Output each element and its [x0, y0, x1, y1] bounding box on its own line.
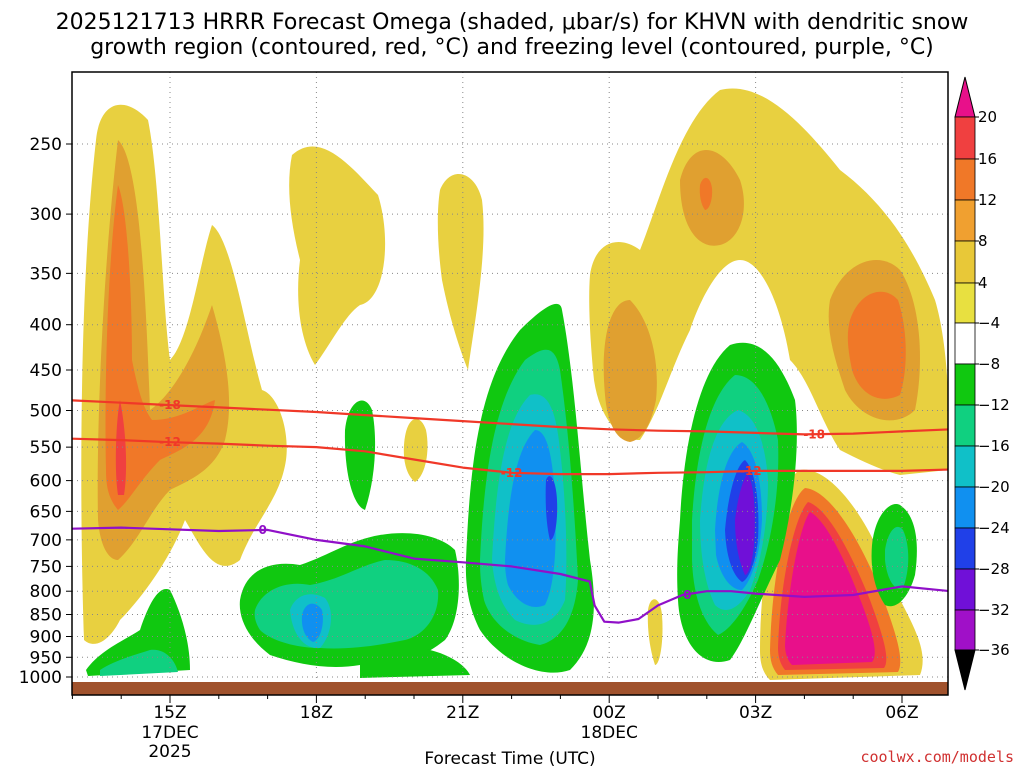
- x-axis-label: Forecast Time (UTC): [424, 749, 595, 768]
- y-tick-label: 800: [30, 582, 62, 602]
- colorbar-label: −4: [978, 314, 1000, 332]
- y-tick-label: 700: [30, 531, 62, 551]
- colorbar-segment: [954, 486, 976, 529]
- contour-label: -18: [159, 398, 181, 412]
- omega-positive-region-5-core: [680, 150, 744, 246]
- colorbar-segment: [954, 282, 976, 324]
- y-tick-label: 900: [30, 627, 62, 647]
- colorbar-segment: [954, 568, 976, 611]
- colorbar-segment: [954, 445, 976, 488]
- y-tick-label: 550: [30, 438, 62, 458]
- y-tick-label: 500: [30, 402, 62, 422]
- omega-negative-region-3-blue: [301, 603, 323, 642]
- contour-line: [72, 399, 948, 436]
- colorbar-label: −32: [978, 601, 1010, 619]
- omega-negative-region-7: [360, 648, 470, 678]
- ground-surface: [72, 682, 948, 695]
- colorbar-top-arrow: [954, 76, 976, 118]
- colorbar-label: −28: [978, 560, 1010, 578]
- omega-shading: [81, 88, 948, 680]
- colorbar-label: 16: [978, 150, 997, 168]
- y-axis: 2503003504004505005506006507007508008509…: [19, 135, 72, 688]
- colorbar-label: −24: [978, 519, 1010, 537]
- y-tick-label: 850: [30, 606, 62, 626]
- omega-positive-region-1-inner: [105, 185, 215, 510]
- colorbar-label: 4: [978, 274, 988, 292]
- colorbar-label: 12: [978, 191, 997, 209]
- y-tick-label: 650: [30, 502, 62, 522]
- freezing-level-contour: 00: [72, 523, 948, 624]
- colorbar-label: 20: [978, 108, 997, 126]
- omega-positive-region-4-core: [603, 300, 657, 442]
- omega-positive-region-7: [647, 599, 663, 665]
- chart-title-line-2: growth region (contoured, red, °C) and f…: [90, 35, 934, 60]
- colorbar-label: 8: [978, 232, 988, 250]
- x-tick-year: 2025: [148, 742, 191, 762]
- omega-negative-region-2-core: [735, 475, 755, 575]
- contour-label: 0: [259, 523, 267, 537]
- omega-negative-region-5: [403, 418, 428, 482]
- colorbar-label: −36: [978, 641, 1010, 659]
- omega-negative-region-6-teal: [100, 649, 178, 676]
- x-tick-label: 15Z: [153, 703, 186, 723]
- x-tick-label: 03Z: [739, 703, 772, 723]
- colorbar-segment: [954, 609, 976, 651]
- y-tick-label: 750: [30, 557, 62, 577]
- colorbar-segment: [954, 158, 976, 201]
- colorbar-segment: [954, 322, 976, 365]
- contour-line: [72, 526, 948, 624]
- y-tick-label: 1000: [19, 668, 62, 688]
- omega-positive-region-1-max: [115, 400, 127, 495]
- contour-label: -12: [740, 464, 762, 478]
- y-gridlines: [72, 143, 948, 678]
- colorbar-label: −20: [978, 478, 1010, 496]
- contour-label: -12: [159, 435, 181, 449]
- x-tick-date: 17DEC: [141, 723, 198, 743]
- omega-positive-region-2: [289, 146, 386, 365]
- dgz-contours: -18 -18 -12 -12 -12: [72, 398, 948, 480]
- omega-positive-region-5-inner: [699, 177, 713, 210]
- y-tick-label: 300: [30, 205, 62, 225]
- y-tick-label: 950: [30, 648, 62, 668]
- omega-positive-region-6-inner: [847, 291, 906, 399]
- y-tick-label: 400: [30, 316, 62, 336]
- omega-negative-region-4: [344, 400, 376, 510]
- colorbar-segment: [954, 199, 976, 242]
- omega-positive-region-8-max: [785, 512, 875, 665]
- colorbar-bottom-arrow: [954, 649, 976, 691]
- colorbar-segment: [954, 527, 976, 570]
- contour-line: [72, 437, 948, 476]
- plot-frame: [71, 71, 949, 696]
- x-tick-label: 21Z: [446, 703, 479, 723]
- omega-positive-region-3: [437, 173, 484, 370]
- contour-label: -12: [501, 466, 523, 480]
- x-tick-date: 18DEC: [581, 723, 638, 743]
- colorbar-segment: [954, 363, 976, 406]
- chart-title-line-1: 2025121713 HRRR Forecast Omega (shaded, …: [56, 10, 969, 35]
- y-tick-label: 350: [30, 264, 62, 284]
- colorbar-label: −8: [978, 355, 1000, 373]
- colorbar-label: −12: [978, 396, 1010, 414]
- contour-label: 0: [683, 588, 691, 602]
- omega-negative-region-1-core: [545, 476, 558, 540]
- colorbar: 20 16 12 8 4 −4 −8 −12 −16 −20 −24 −28 −32 −36: [954, 76, 1010, 691]
- y-tick-label: 250: [30, 135, 62, 155]
- colorbar-label: −16: [978, 437, 1010, 455]
- y-tick-label: 600: [30, 472, 62, 492]
- contour-label: -18: [803, 427, 825, 441]
- x-tick-label: 18Z: [300, 703, 333, 723]
- x-tick-label: 00Z: [593, 703, 626, 723]
- credit-text: coolwx.com/models: [860, 748, 1014, 766]
- x-tick-label: 06Z: [885, 703, 918, 723]
- colorbar-segment: [954, 240, 976, 284]
- colorbar-segment: [954, 404, 976, 447]
- y-tick-label: 450: [30, 361, 62, 381]
- colorbar-segment: [954, 116, 976, 160]
